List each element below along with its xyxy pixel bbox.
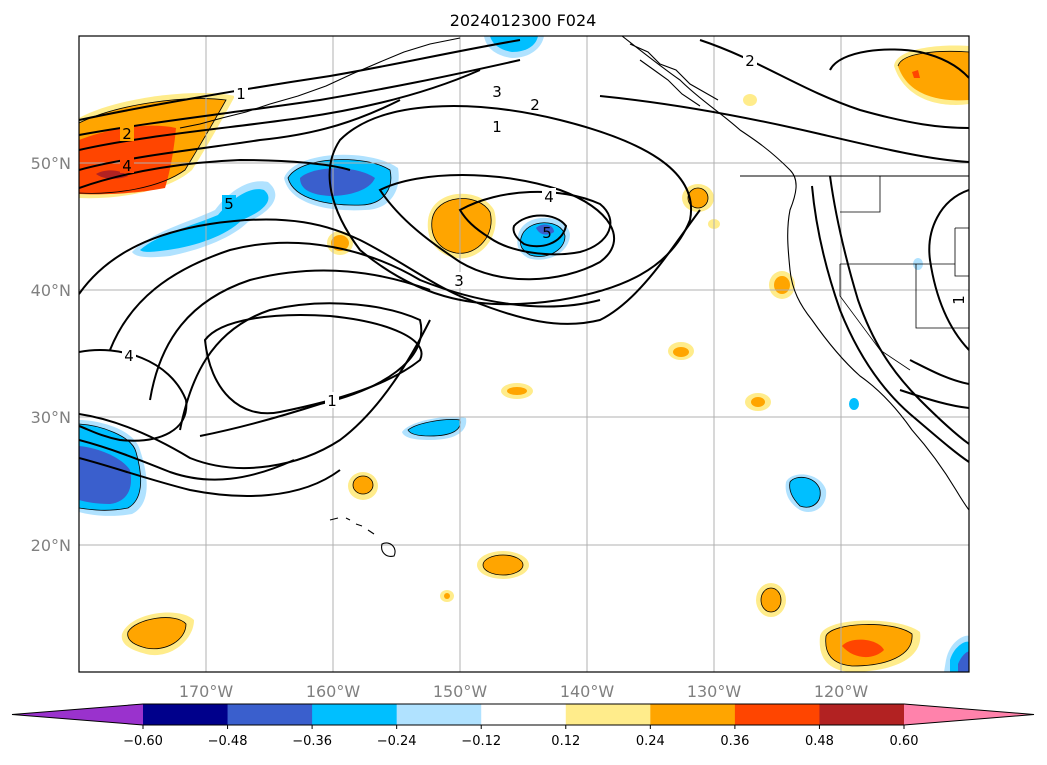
colorbar-segment	[734, 704, 820, 725]
lon-tick-label: 140°W	[560, 682, 615, 701]
lon-tick-label: 130°W	[687, 682, 742, 701]
contour-label: 3	[454, 272, 464, 290]
contour-label: 4	[544, 188, 554, 206]
lon-tick-label: 160°W	[306, 682, 361, 701]
colorbar-min-extension	[12, 704, 143, 725]
lat-tick-label: 30°N	[31, 408, 71, 427]
colorbar-tick-label: 0.12	[551, 734, 580, 749]
lat-tick-label: 50°N	[31, 154, 71, 173]
colorbar-max-extension	[904, 704, 1034, 725]
colorbar-tick-label: −0.36	[292, 734, 332, 749]
negative-anomaly-165w	[132, 181, 276, 258]
contour-label: 1	[327, 392, 337, 410]
colorbar-segment	[650, 704, 736, 725]
contour-label: 4	[122, 157, 132, 175]
lon-tick-label: 170°W	[179, 682, 234, 701]
positive-anomaly-northwest	[79, 92, 235, 199]
colorbar-segment	[227, 704, 313, 725]
colorbar: −0.60 −0.48 −0.36 −0.24 −0.12 0.12 0.24 0.36 0.4…	[11, 703, 1035, 749]
colorbar-segment	[143, 704, 229, 725]
contour-label: 1	[236, 85, 246, 103]
shading-outlines	[79, 50, 969, 667]
colorbar-tick-label: 0.36	[720, 734, 749, 749]
contour-label: 4	[124, 347, 134, 365]
positive-anomaly-150w	[427, 193, 496, 259]
contour-label-group: 1 2 4 5 3 2 1 4 5 3 4 1 2 1	[120, 52, 968, 410]
contour-label: 1	[492, 118, 502, 136]
map-title: 2024012300 F024	[450, 11, 597, 30]
contour-label: 3	[492, 83, 502, 101]
lat-tick-label: 20°N	[31, 536, 71, 555]
colorbar-segment	[312, 704, 398, 725]
colorbar-segment	[396, 704, 482, 725]
contour-label: 2	[530, 96, 540, 114]
colorbar-tick-label: 0.24	[636, 734, 665, 749]
contour-label: 5	[542, 224, 552, 242]
graticule	[79, 36, 969, 672]
colorbar-segment	[481, 704, 567, 725]
latitude-labels: 50°N 40°N 30°N 20°N	[31, 154, 71, 555]
colorbar-segment	[565, 704, 651, 725]
map-content: 1 2 4 5 3 2 1 4 5 3 4 1 2 1	[79, 36, 969, 672]
contour-label: 5	[224, 195, 234, 213]
negative-anomaly-spots	[402, 258, 969, 672]
contour-label: 1	[950, 295, 968, 305]
colorbar-tick-label: −0.48	[208, 734, 248, 749]
negative-anomaly-160w	[284, 154, 399, 211]
colorbar-segment	[819, 704, 905, 725]
longitude-labels: 170°W 160°W 150°W 140°W 130°W 120°W	[179, 682, 869, 701]
contour-label: 2	[745, 52, 755, 70]
lon-tick-label: 150°W	[433, 682, 488, 701]
negative-anomaly-144w	[517, 217, 570, 260]
colorbar-tick-label: 0.60	[890, 734, 919, 749]
colorbar-tick-label: 0.48	[805, 734, 834, 749]
colorbar-tick-label: −0.12	[461, 734, 501, 749]
negative-anomaly-top	[484, 36, 544, 58]
colorbar-tick-label: −0.24	[377, 734, 417, 749]
contour-label: 2	[122, 125, 132, 143]
colorbar-tick-label: −0.60	[123, 734, 163, 749]
lat-tick-label: 40°N	[31, 281, 71, 300]
lon-tick-label: 120°W	[814, 682, 869, 701]
map-frame	[78, 35, 970, 673]
